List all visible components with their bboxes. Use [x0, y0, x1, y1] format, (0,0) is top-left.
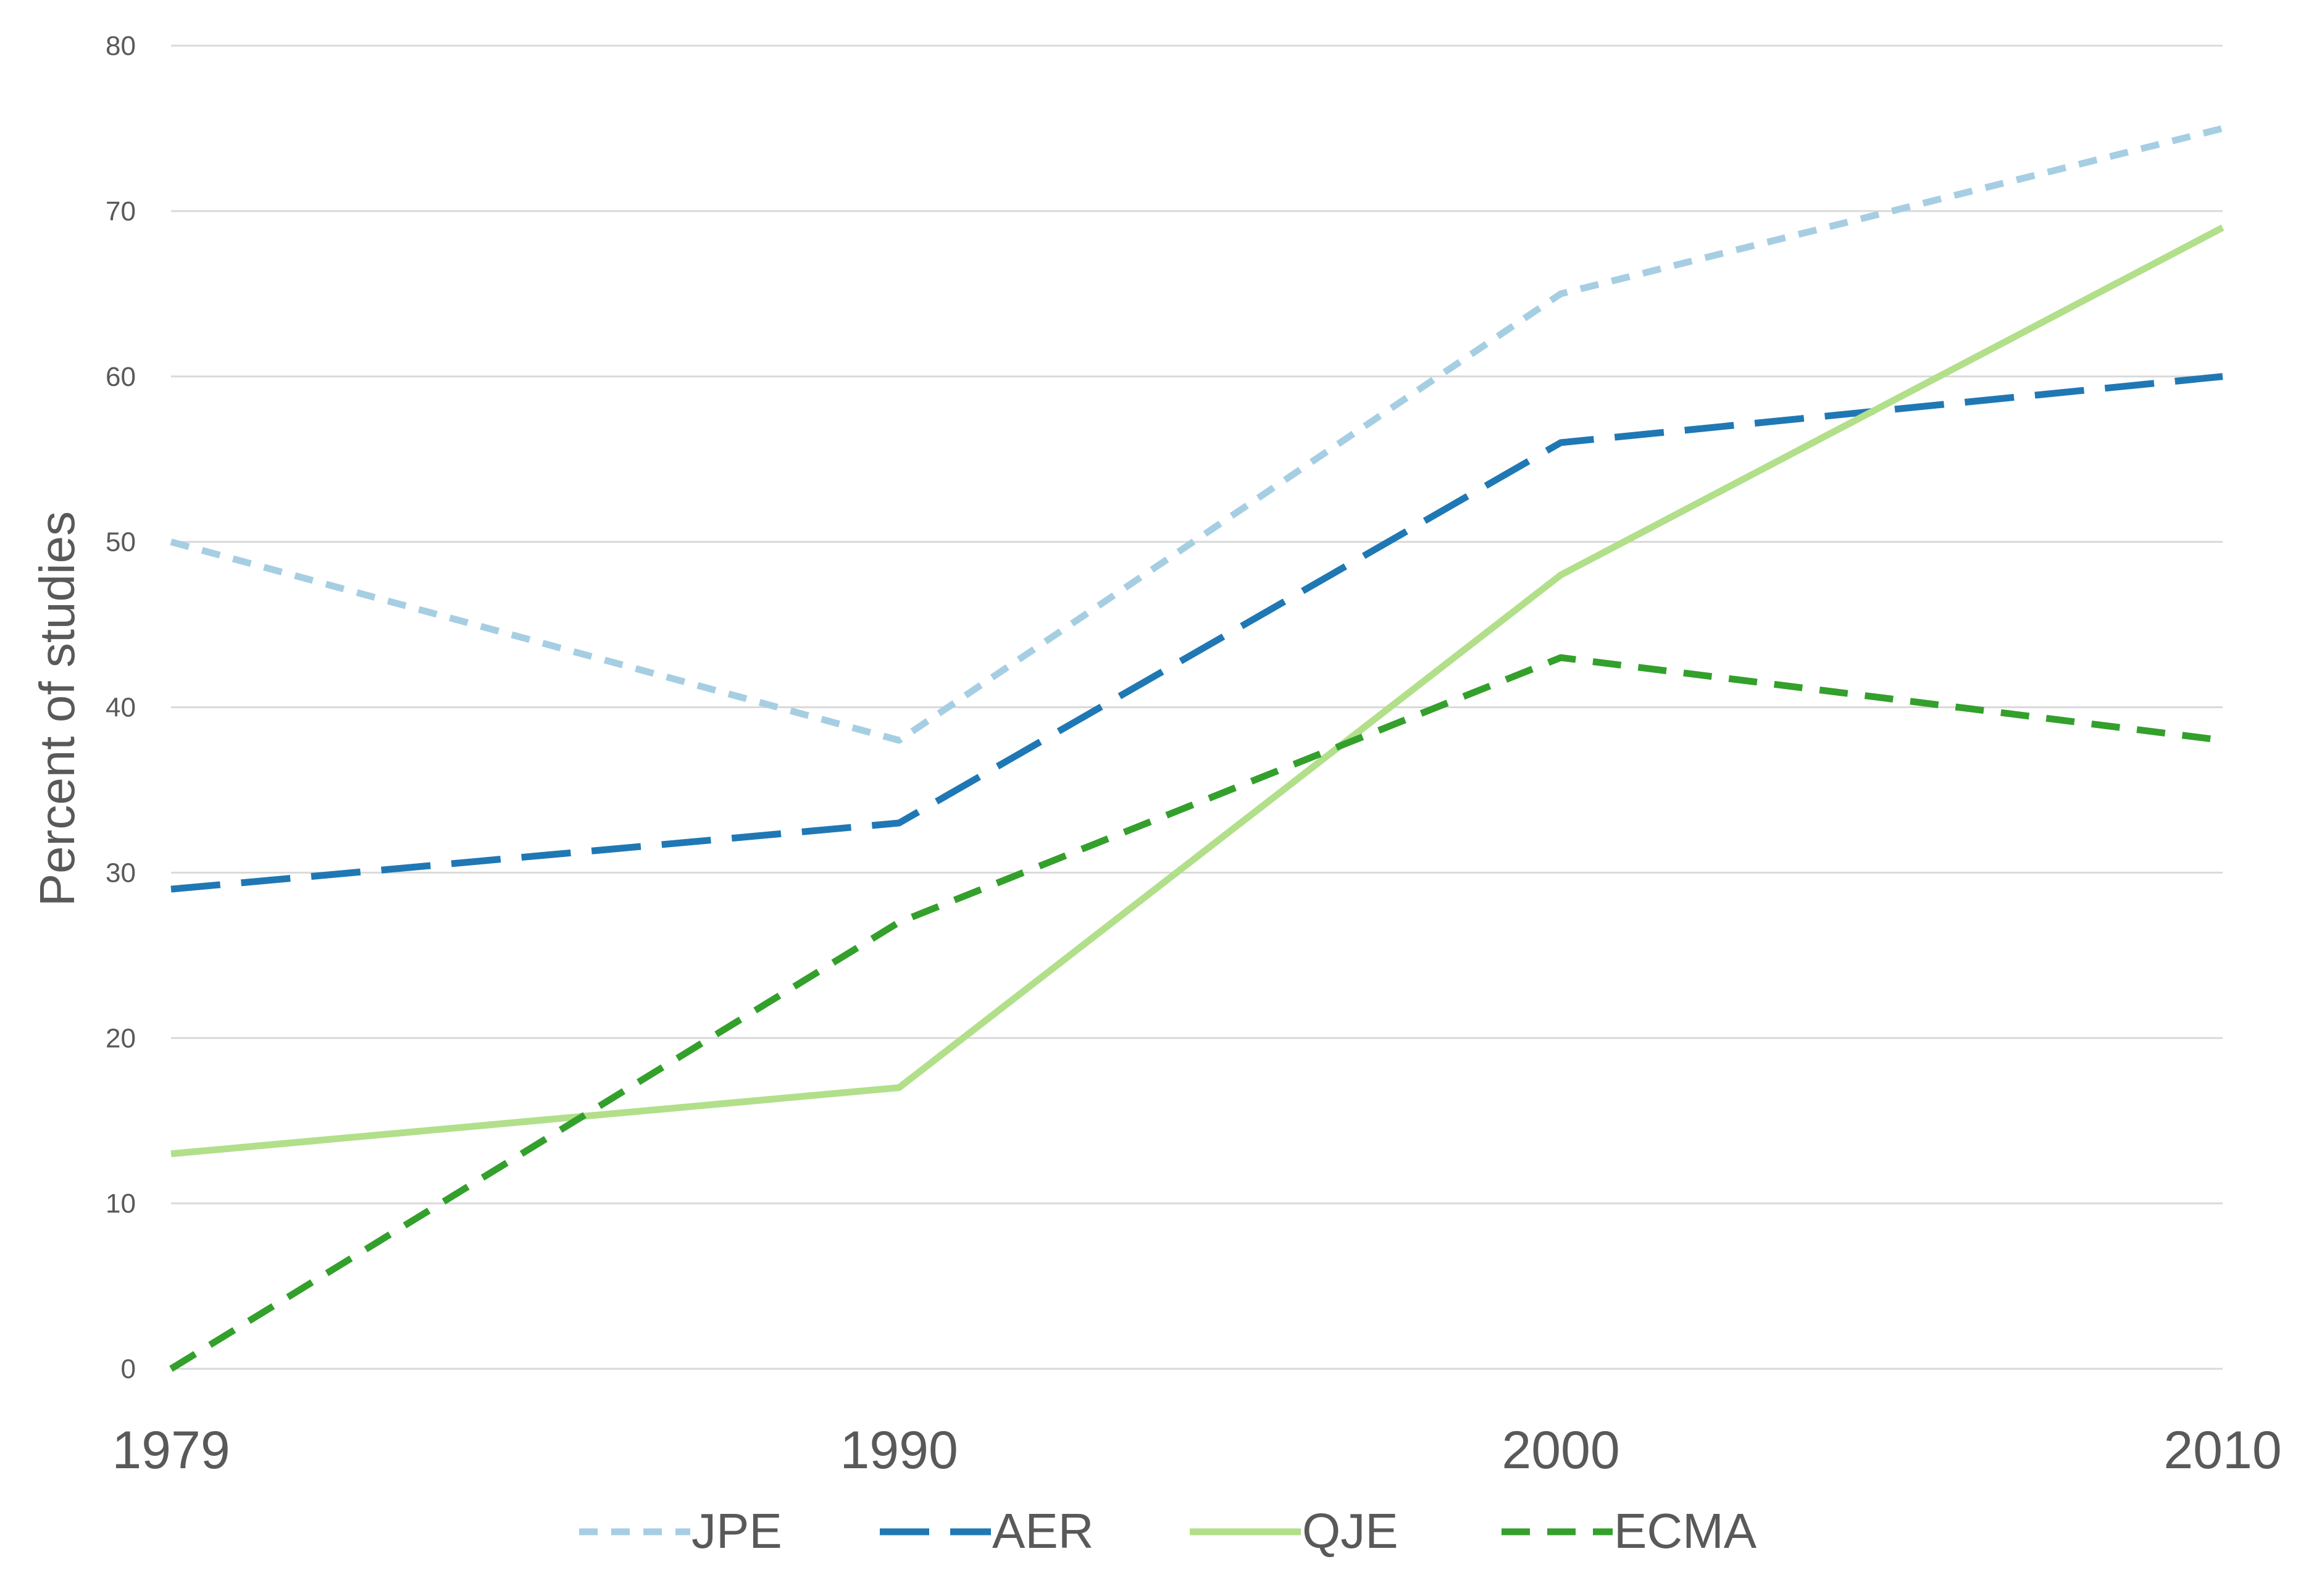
y-tick-label: 20: [106, 1023, 136, 1053]
legend-item-ecma: ECMA: [1502, 1503, 1757, 1558]
y-tick-label: 0: [121, 1354, 136, 1384]
legend-item-aer: AER: [880, 1503, 1094, 1558]
y-tick-label: 70: [106, 196, 136, 227]
legend-item-qje: QJE: [1190, 1503, 1398, 1558]
legend-label: JPE: [691, 1503, 782, 1558]
series-line-ecma: [169, 654, 2223, 1372]
series-line-aer: [170, 373, 2223, 893]
series-line-qje: [170, 224, 2225, 1158]
y-tick-label: 50: [106, 527, 136, 558]
legend-label: ECMA: [1614, 1503, 1757, 1558]
y-axis-title-group: Percent of studies: [30, 511, 85, 906]
series-lines: [169, 125, 2225, 1372]
y-tick-label: 40: [106, 693, 136, 723]
y-axis-title: Percent of studies: [30, 511, 85, 906]
x-tick-label: 1979: [112, 1421, 230, 1480]
y-axis-ticks: 0 10 20 30 40 50 60 70 80: [106, 31, 136, 1384]
legend-label: AER: [992, 1503, 1094, 1558]
x-tick-label: 2010: [2163, 1421, 2281, 1480]
legend: JPE AER QJE ECMA: [579, 1503, 1757, 1558]
legend-label: QJE: [1302, 1503, 1398, 1558]
x-axis-ticks: 1979 1990 2000 2010: [112, 1421, 2281, 1480]
y-tick-label: 30: [106, 858, 136, 888]
y-tick-label: 80: [106, 31, 136, 61]
x-tick-label: 2000: [1502, 1421, 1619, 1480]
gridlines: [171, 44, 2223, 1370]
y-tick-label: 10: [106, 1189, 136, 1219]
y-tick-label: 60: [106, 362, 136, 392]
legend-item-jpe: JPE: [579, 1503, 782, 1558]
x-tick-label: 1990: [840, 1421, 958, 1480]
